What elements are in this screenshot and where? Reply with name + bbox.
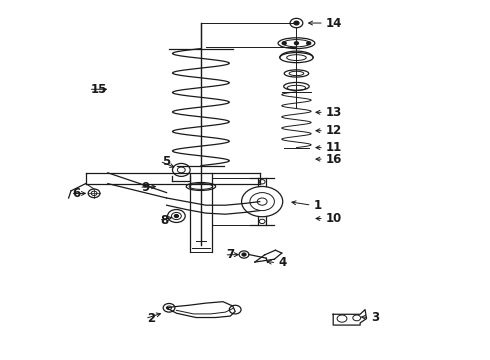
Text: 4: 4 [278,256,287,269]
Text: 1: 1 [314,199,322,212]
Text: 8: 8 [161,214,169,227]
Text: 10: 10 [326,212,342,225]
Text: 7: 7 [226,248,235,261]
Circle shape [294,21,299,25]
Text: 5: 5 [162,155,170,168]
Text: 2: 2 [147,312,155,325]
Text: 9: 9 [141,181,149,194]
Circle shape [174,215,178,217]
Circle shape [282,42,286,45]
Text: 11: 11 [326,141,342,154]
Circle shape [294,42,298,45]
Text: 6: 6 [73,187,81,200]
Text: 15: 15 [91,83,107,96]
Text: 14: 14 [326,17,342,30]
Text: 16: 16 [326,153,342,166]
Circle shape [242,253,246,256]
Text: 12: 12 [326,124,342,137]
Text: 13: 13 [326,106,342,119]
Text: 3: 3 [371,311,380,324]
Circle shape [307,42,311,45]
